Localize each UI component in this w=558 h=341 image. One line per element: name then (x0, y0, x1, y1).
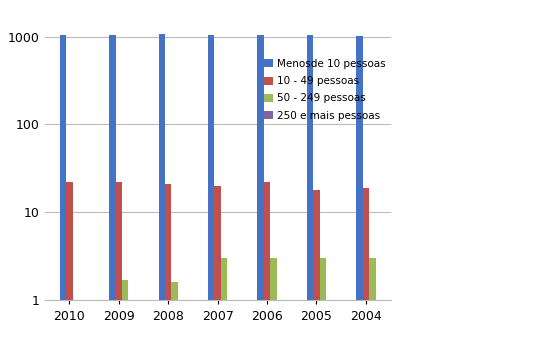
Bar (214, 186, 221, 341)
Bar (363, 188, 369, 341)
Bar (221, 258, 227, 341)
Bar (66, 182, 73, 341)
Bar (257, 35, 264, 341)
Bar (356, 35, 363, 341)
Bar (307, 35, 313, 341)
Bar (73, 300, 79, 341)
Legend: Menosde 10 pessoas, 10 - 49 pessoas, 50 - 249 pessoas, 250 e mais pessoas: Menosde 10 pessoas, 10 - 49 pessoas, 50 … (264, 59, 386, 121)
Bar (158, 34, 165, 341)
Bar (60, 35, 66, 341)
Bar (171, 282, 178, 341)
Bar (122, 280, 128, 341)
Bar (116, 182, 122, 341)
Bar (109, 35, 116, 341)
Bar (313, 190, 320, 341)
Bar (270, 258, 277, 341)
Bar (165, 184, 171, 341)
Bar (369, 258, 376, 341)
Bar (264, 182, 270, 341)
Bar (208, 34, 214, 341)
Bar (320, 258, 326, 341)
